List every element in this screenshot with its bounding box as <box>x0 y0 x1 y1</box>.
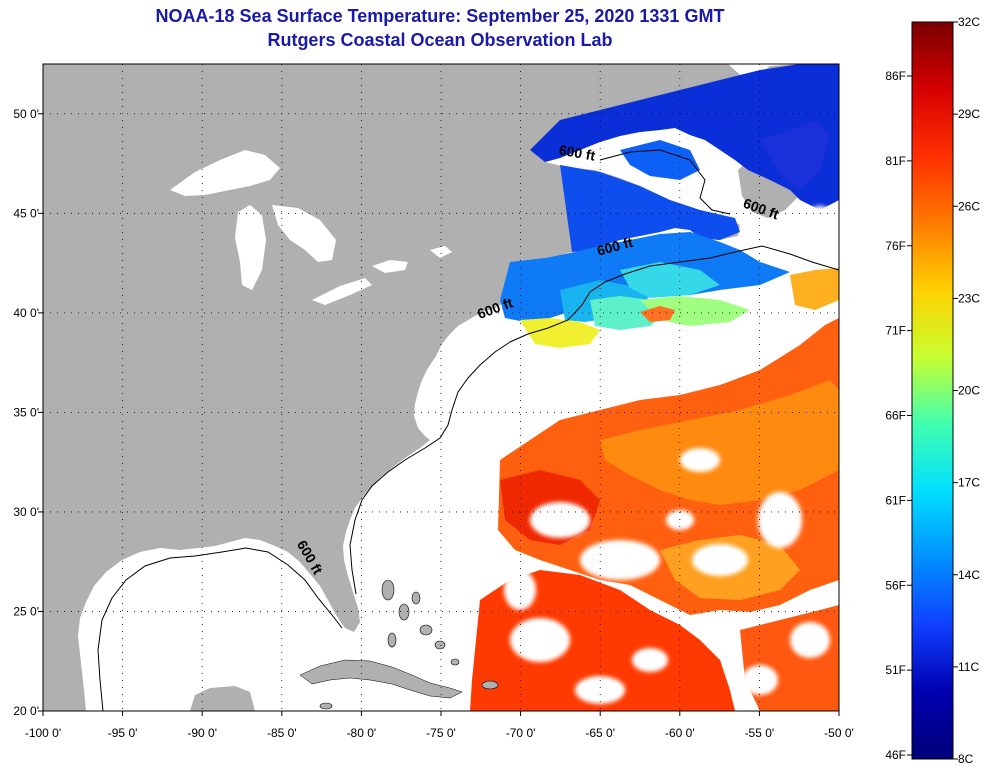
colorbar-f-label: 46F <box>885 748 906 762</box>
isobath-600ft-north <box>599 149 731 215</box>
colorbar-c-label: 14C <box>958 568 980 582</box>
colorbar-f-label: 71F <box>885 324 906 338</box>
colorbar-f-label: 66F <box>885 409 906 423</box>
lon-tick-label: -80 0' <box>347 726 377 740</box>
lake-erie <box>312 278 372 305</box>
lat-tick-label: 20 0' <box>13 704 39 718</box>
colorbar-f-label: 56F <box>885 578 906 592</box>
sst-data <box>470 64 839 711</box>
colorbar-c-label: 20C <box>958 384 980 398</box>
map-graticule <box>43 64 839 711</box>
map-subtitle: Rutgers Coastal Ocean Observation Lab <box>267 30 613 50</box>
lon-tick-label: -85 0' <box>267 726 297 740</box>
colorbar-f-label: 76F <box>885 239 906 253</box>
map-title: NOAA-18 Sea Surface Temperature: Septemb… <box>155 6 725 26</box>
colorbar-c-label: 11C <box>958 660 979 674</box>
colorbar-c-label: 32C <box>958 15 980 29</box>
lat-tick-label: 30 0' <box>13 505 39 519</box>
colorbar-f-label: 51F <box>885 663 906 677</box>
yucatan-land <box>190 686 255 711</box>
lon-tick-label: -90 0' <box>187 726 217 740</box>
colorbar-f-label: 61F <box>885 493 906 507</box>
colorbar-c-label: 17C <box>958 476 980 490</box>
lon-tick-label: -100 0' <box>25 726 61 740</box>
latitude-ticks: 20 0' 25 0' 30 0' 35 0' 40 0' 45 0' 50 0' <box>13 107 43 718</box>
bahamas-islands <box>319 579 499 710</box>
colorbar-c-label: 29C <box>958 107 980 121</box>
cuba-land <box>299 659 463 699</box>
lon-tick-label: -55 0' <box>745 726 775 740</box>
map-area <box>43 64 839 711</box>
colorbar-c-label: 26C <box>958 199 980 213</box>
lon-tick-label: -95 0' <box>108 726 138 740</box>
isobath-600ft <box>97 245 839 711</box>
lat-tick-label: 45 0' <box>13 206 39 220</box>
lon-tick-label: -70 0' <box>506 726 536 740</box>
lat-tick-label: 35 0' <box>13 405 39 419</box>
colorbar-c-label: 8C <box>958 752 974 766</box>
colorbar-f-label: 86F <box>885 69 906 83</box>
colorbar-f-label: 81F <box>885 154 906 168</box>
lat-tick-label: 50 0' <box>13 107 39 121</box>
colorbar <box>911 21 954 760</box>
lat-tick-label: 40 0' <box>13 306 39 320</box>
lon-tick-label: -75 0' <box>426 726 456 740</box>
lake-huron <box>272 205 336 262</box>
longitude-ticks: -100 0' -95 0' -90 0' -85 0' -80 0' -75 0' -70… <box>25 711 854 740</box>
lon-tick-label: -50 0' <box>824 726 854 740</box>
colorbar-fahrenheit-labels: 86F 81F 76F 71F 66F 61F 56F 51F 46F <box>885 69 912 762</box>
hudson-bay-edge <box>430 246 452 258</box>
lake-ontario <box>372 260 408 273</box>
lake-superior <box>170 150 280 196</box>
lon-tick-label: -65 0' <box>585 726 615 740</box>
lat-tick-label: 25 0' <box>13 604 39 618</box>
contour-label: 600 ft <box>558 142 597 164</box>
colorbar-c-label: 23C <box>958 291 980 305</box>
colorbar-celsius-labels: 32C 29C 26C 23C 20C 17C 14C 11C 8C <box>953 15 980 766</box>
lake-michigan <box>235 205 266 290</box>
lon-tick-label: -60 0' <box>665 726 695 740</box>
